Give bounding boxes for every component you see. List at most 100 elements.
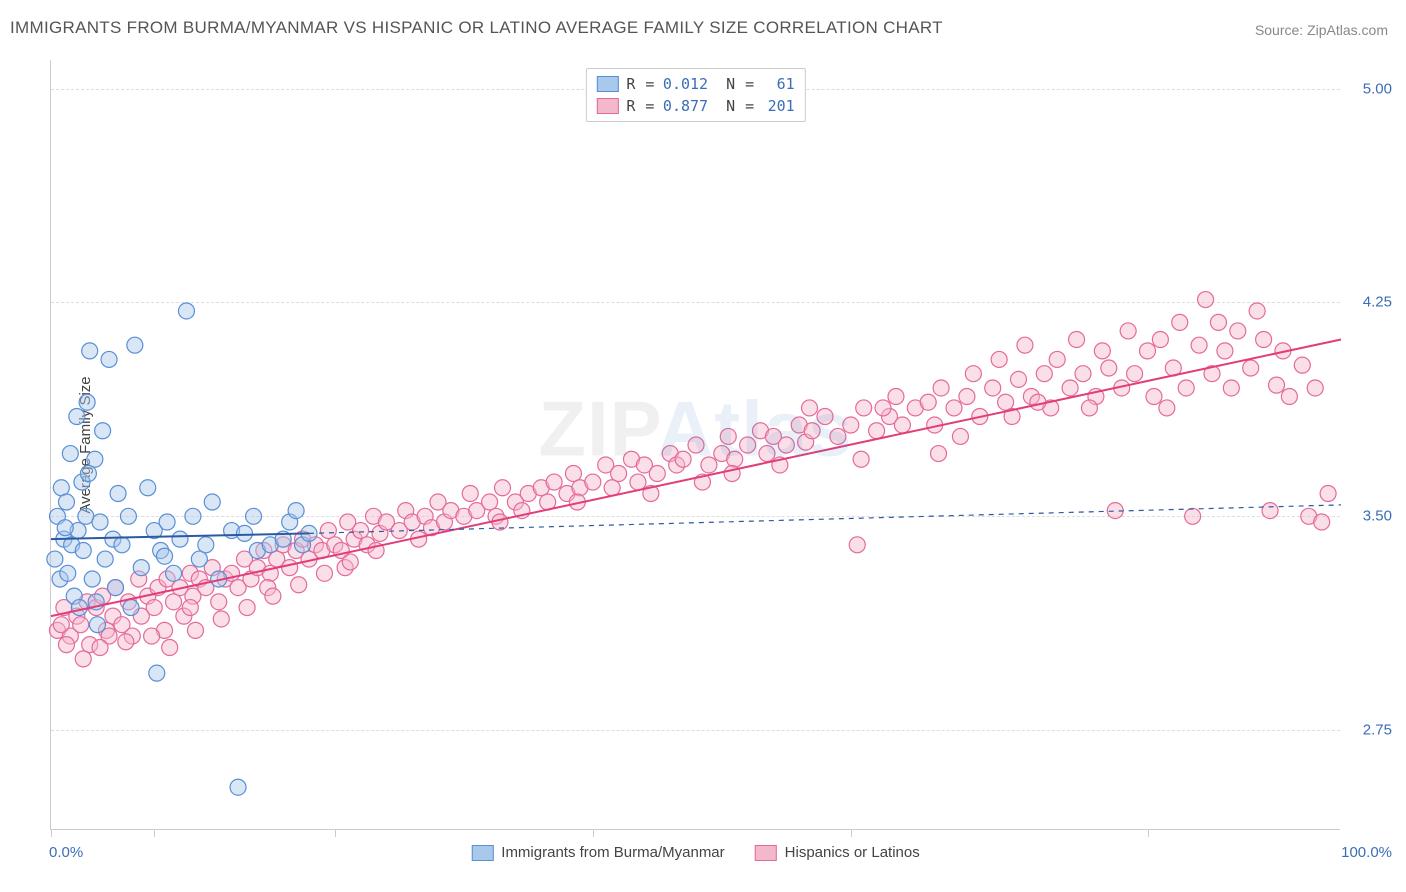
x-tick <box>851 829 852 837</box>
scatter-point-burma <box>71 600 87 616</box>
scatter-point-hispanic <box>53 617 69 633</box>
scatter-point-burma <box>69 408 85 424</box>
y-tick-label: 5.00 <box>1363 80 1392 97</box>
scatter-point-hispanic <box>1217 343 1233 359</box>
scatter-point-hispanic <box>1262 503 1278 519</box>
scatter-point-hispanic <box>166 594 182 610</box>
scatter-point-hispanic <box>1243 360 1259 376</box>
scatter-point-hispanic <box>585 474 601 490</box>
scatter-point-burma <box>60 565 76 581</box>
scatter-point-burma <box>198 537 214 553</box>
scatter-point-burma <box>133 560 149 576</box>
x-tick <box>1148 829 1149 837</box>
scatter-point-hispanic <box>342 554 358 570</box>
x-tick <box>593 829 594 837</box>
scatter-point-hispanic <box>1094 343 1110 359</box>
chart-title: IMMIGRANTS FROM BURMA/MYANMAR VS HISPANI… <box>10 18 943 38</box>
scatter-point-burma <box>58 494 74 510</box>
legend-swatch-burma <box>596 76 618 92</box>
scatter-point-hispanic <box>187 622 203 638</box>
scatter-point-burma <box>120 508 136 524</box>
scatter-point-hispanic <box>1210 314 1226 330</box>
scatter-point-burma <box>191 551 207 567</box>
scatter-point-burma <box>95 423 111 439</box>
scatter-point-hispanic <box>146 600 162 616</box>
scatter-point-burma <box>204 494 220 510</box>
scatter-point-burma <box>80 466 96 482</box>
scatter-point-hispanic <box>611 466 627 482</box>
legend-r-value-hispanic: 0.877 <box>663 95 708 117</box>
scatter-point-hispanic <box>959 389 975 405</box>
scatter-point-burma <box>127 337 143 353</box>
legend-label-hispanic: Hispanics or Latinos <box>785 844 920 861</box>
scatter-point-hispanic <box>92 639 108 655</box>
scatter-point-hispanic <box>316 565 332 581</box>
scatter-point-hispanic <box>894 417 910 433</box>
scatter-point-hispanic <box>182 600 198 616</box>
scatter-point-burma <box>159 514 175 530</box>
scatter-point-burma <box>149 665 165 681</box>
x-tick <box>335 829 336 837</box>
legend-n-value-hispanic: 201 <box>763 95 795 117</box>
scatter-point-hispanic <box>804 423 820 439</box>
scatter-point-burma <box>101 351 117 367</box>
scatter-point-hispanic <box>1294 357 1310 373</box>
legend-swatch-burma-bottom <box>471 845 493 861</box>
scatter-point-hispanic <box>265 588 281 604</box>
scatter-point-hispanic <box>675 451 691 467</box>
scatter-point-hispanic <box>649 466 665 482</box>
scatter-point-hispanic <box>998 394 1014 410</box>
scatter-point-burma <box>172 531 188 547</box>
scatter-point-burma <box>79 394 95 410</box>
legend-stats: R = 0.012 N = 61 R = 0.877 N = 201 <box>585 68 805 122</box>
scatter-point-hispanic <box>239 600 255 616</box>
trend-line-hispanic <box>51 339 1341 616</box>
plot-area: ZIPAtlas Average Family Size 2.753.504.2… <box>50 60 1340 830</box>
scatter-point-burma <box>140 480 156 496</box>
scatter-point-hispanic <box>946 400 962 416</box>
scatter-point-hispanic <box>546 474 562 490</box>
legend-item-burma: Immigrants from Burma/Myanmar <box>471 844 724 861</box>
scatter-point-burma <box>62 446 78 462</box>
y-tick-label: 3.50 <box>1363 508 1392 525</box>
scatter-point-burma <box>57 520 73 536</box>
y-tick-label: 4.25 <box>1363 294 1392 311</box>
legend-stats-row-burma: R = 0.012 N = 61 <box>596 73 794 95</box>
scatter-point-hispanic <box>1127 366 1143 382</box>
scatter-point-hispanic <box>1249 303 1265 319</box>
scatter-point-hispanic <box>282 560 298 576</box>
scatter-point-hispanic <box>985 380 1001 396</box>
chart-svg <box>51 60 1340 829</box>
scatter-point-hispanic <box>1011 371 1027 387</box>
scatter-point-hispanic <box>853 451 869 467</box>
legend-swatch-hispanic-bottom <box>755 845 777 861</box>
scatter-point-hispanic <box>1191 337 1207 353</box>
scatter-point-burma <box>166 565 182 581</box>
scatter-point-burma <box>230 779 246 795</box>
scatter-point-hispanic <box>727 451 743 467</box>
scatter-point-burma <box>92 514 108 530</box>
scatter-point-hispanic <box>759 446 775 462</box>
legend-n-value-burma: 61 <box>763 73 795 95</box>
scatter-point-hispanic <box>1172 314 1188 330</box>
scatter-point-burma <box>84 571 100 587</box>
scatter-point-burma <box>87 451 103 467</box>
scatter-point-hispanic <box>1075 366 1091 382</box>
scatter-point-hispanic <box>482 494 498 510</box>
scatter-point-hispanic <box>1307 380 1323 396</box>
scatter-point-hispanic <box>1101 360 1117 376</box>
scatter-point-burma <box>89 617 105 633</box>
scatter-point-hispanic <box>1081 400 1097 416</box>
scatter-point-hispanic <box>565 466 581 482</box>
scatter-point-hispanic <box>1178 380 1194 396</box>
x-axis-max-label: 100.0% <box>1341 844 1392 861</box>
scatter-point-hispanic <box>1314 514 1330 530</box>
scatter-point-hispanic <box>1036 366 1052 382</box>
source-label: Source: <box>1255 22 1303 38</box>
legend-series: Immigrants from Burma/Myanmar Hispanics … <box>471 844 919 861</box>
legend-item-hispanic: Hispanics or Latinos <box>755 844 920 861</box>
scatter-point-hispanic <box>931 446 947 462</box>
y-tick-label: 2.75 <box>1363 722 1392 739</box>
legend-label-burma: Immigrants from Burma/Myanmar <box>501 844 724 861</box>
source-link[interactable]: ZipAtlas.com <box>1307 22 1388 38</box>
